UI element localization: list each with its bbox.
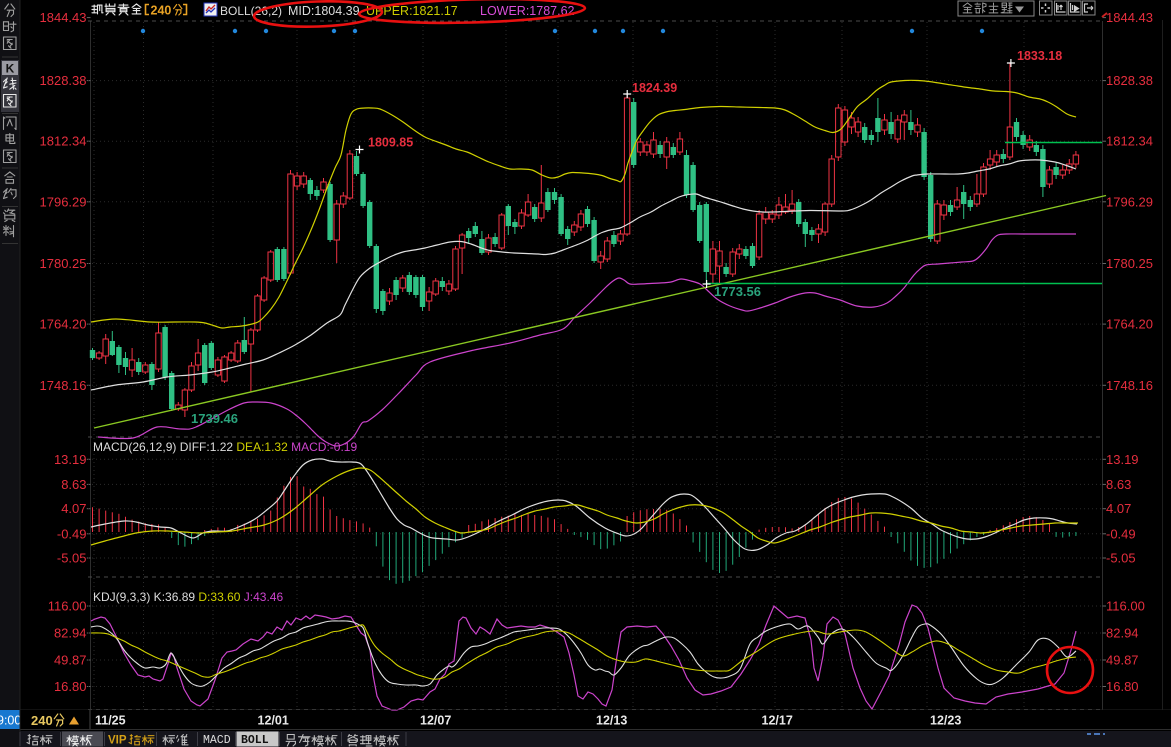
svg-text:13.19: 13.19 bbox=[54, 452, 87, 467]
svg-text:49.87: 49.87 bbox=[54, 653, 87, 668]
svg-text:1844.43: 1844.43 bbox=[40, 10, 87, 25]
svg-text:8.63: 8.63 bbox=[1106, 477, 1131, 492]
svg-text:12/01: 12/01 bbox=[258, 714, 289, 728]
svg-text:8.63: 8.63 bbox=[61, 477, 86, 492]
svg-text:4.07: 4.07 bbox=[1106, 501, 1131, 516]
svg-text:MACD: MACD bbox=[203, 734, 231, 747]
svg-text:12/23: 12/23 bbox=[930, 714, 961, 728]
svg-text:LOWER:1787.62: LOWER:1787.62 bbox=[480, 4, 575, 18]
svg-text:116.00: 116.00 bbox=[48, 599, 87, 614]
svg-text:13.19: 13.19 bbox=[1106, 452, 1139, 467]
svg-text:240: 240 bbox=[151, 4, 172, 18]
svg-text:-0.49: -0.49 bbox=[1106, 526, 1136, 541]
svg-text:1780.25: 1780.25 bbox=[1106, 256, 1153, 271]
svg-text:240: 240 bbox=[31, 713, 53, 728]
svg-text:1809.85: 1809.85 bbox=[368, 136, 413, 150]
svg-text:12/07: 12/07 bbox=[420, 714, 451, 728]
svg-text:1796.29: 1796.29 bbox=[1106, 194, 1153, 209]
svg-text:9:00: 9:00 bbox=[0, 714, 21, 728]
svg-text:1739.46: 1739.46 bbox=[191, 411, 238, 426]
svg-text:49.87: 49.87 bbox=[1106, 653, 1139, 668]
svg-text:16.80: 16.80 bbox=[54, 679, 87, 694]
svg-text:-5.05: -5.05 bbox=[57, 551, 87, 566]
svg-text:BOLL: BOLL bbox=[241, 734, 269, 747]
svg-text:1824.39: 1824.39 bbox=[632, 81, 677, 95]
svg-text:1780.25: 1780.25 bbox=[40, 256, 87, 271]
svg-text:1812.34: 1812.34 bbox=[40, 134, 87, 149]
svg-text:1764.20: 1764.20 bbox=[40, 317, 87, 332]
svg-text:MACD(26,12,9) DIFF:1.22 DEA:1.: MACD(26,12,9) DIFF:1.22 DEA:1.32 MACD:-0… bbox=[93, 440, 357, 454]
svg-text:-0.49: -0.49 bbox=[57, 526, 87, 541]
svg-text:12/17: 12/17 bbox=[762, 714, 793, 728]
svg-text:1796.29: 1796.29 bbox=[40, 194, 87, 209]
svg-text:16.80: 16.80 bbox=[1106, 679, 1139, 694]
svg-text:4.07: 4.07 bbox=[61, 501, 86, 516]
svg-text:1764.20: 1764.20 bbox=[1106, 317, 1153, 332]
svg-text:116.00: 116.00 bbox=[1106, 599, 1145, 614]
svg-text:12/13: 12/13 bbox=[596, 714, 627, 728]
svg-text:11/25: 11/25 bbox=[95, 714, 126, 728]
svg-text:KDJ(9,3,3) K:36.89 D:33.60 J:4: KDJ(9,3,3) K:36.89 D:33.60 J:43.46 bbox=[93, 590, 283, 604]
svg-text:1833.18: 1833.18 bbox=[1017, 49, 1062, 63]
svg-text:1812.34: 1812.34 bbox=[1106, 134, 1153, 149]
svg-text:82.94: 82.94 bbox=[54, 626, 87, 641]
svg-text:1748.16: 1748.16 bbox=[40, 378, 87, 393]
svg-text:1748.16: 1748.16 bbox=[1106, 378, 1153, 393]
svg-text:1773.56: 1773.56 bbox=[714, 284, 761, 299]
svg-text:1828.38: 1828.38 bbox=[40, 73, 87, 88]
svg-text:82.94: 82.94 bbox=[1106, 626, 1139, 641]
svg-text:VIP: VIP bbox=[108, 735, 127, 747]
svg-text:UPPER:1821.17: UPPER:1821.17 bbox=[366, 4, 458, 18]
svg-text:1828.38: 1828.38 bbox=[1106, 73, 1153, 88]
svg-text:MID:1804.39: MID:1804.39 bbox=[288, 4, 360, 18]
svg-text:-5.05: -5.05 bbox=[1106, 551, 1136, 566]
svg-text:K: K bbox=[6, 62, 15, 76]
svg-text:1844.43: 1844.43 bbox=[1106, 10, 1153, 25]
